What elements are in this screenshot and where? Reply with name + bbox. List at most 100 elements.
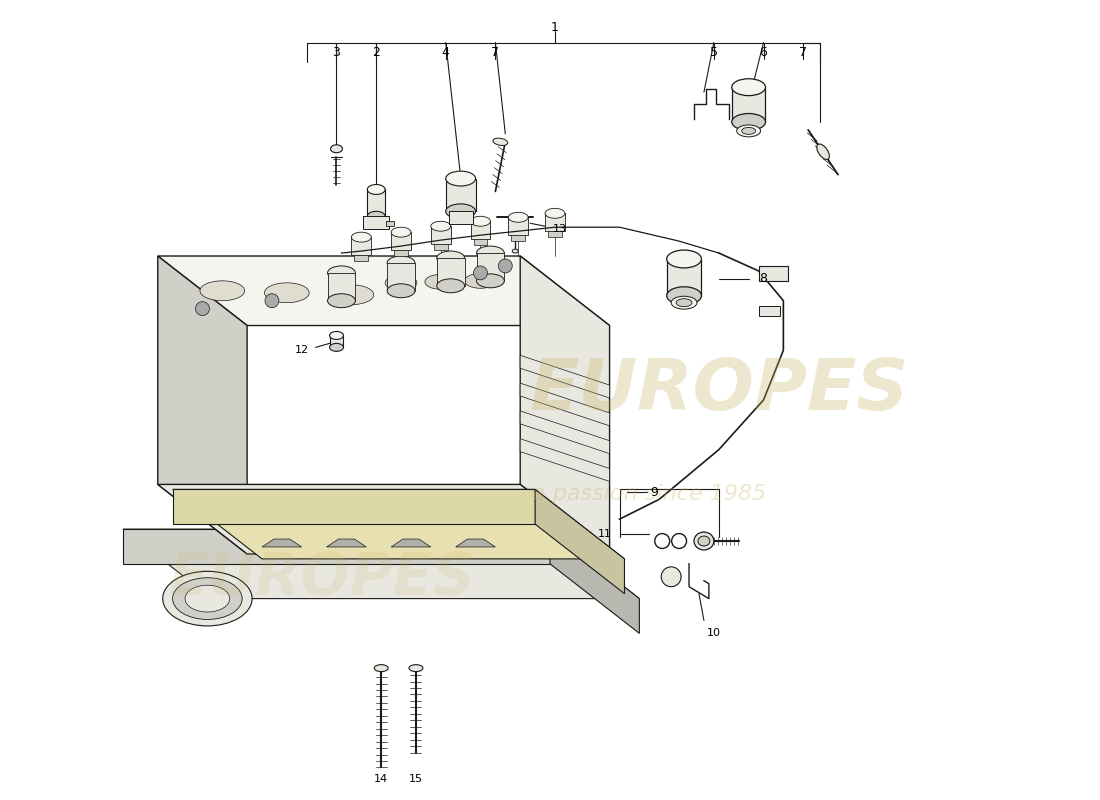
Polygon shape: [520, 411, 609, 454]
Ellipse shape: [446, 204, 475, 218]
Text: 4: 4: [442, 46, 450, 59]
Ellipse shape: [329, 285, 374, 305]
Polygon shape: [327, 539, 366, 547]
Polygon shape: [759, 306, 780, 315]
Ellipse shape: [328, 294, 355, 308]
Text: 13: 13: [553, 224, 566, 234]
Ellipse shape: [392, 227, 411, 237]
Ellipse shape: [173, 578, 242, 619]
Polygon shape: [367, 190, 385, 216]
Polygon shape: [328, 273, 355, 301]
Circle shape: [196, 302, 209, 315]
Ellipse shape: [508, 212, 528, 222]
Polygon shape: [262, 539, 301, 547]
Text: 10: 10: [707, 628, 721, 638]
Text: 15: 15: [409, 774, 422, 784]
Ellipse shape: [374, 665, 388, 672]
Ellipse shape: [446, 171, 475, 186]
Ellipse shape: [387, 284, 415, 298]
Ellipse shape: [817, 144, 829, 159]
Polygon shape: [173, 490, 535, 524]
Ellipse shape: [694, 532, 714, 550]
Polygon shape: [667, 259, 702, 296]
Polygon shape: [123, 529, 639, 598]
Polygon shape: [520, 256, 609, 554]
Polygon shape: [433, 244, 448, 250]
Polygon shape: [437, 258, 464, 286]
Ellipse shape: [185, 586, 230, 612]
Text: 8: 8: [759, 272, 768, 286]
Polygon shape: [354, 255, 368, 261]
Polygon shape: [535, 490, 625, 594]
Polygon shape: [330, 335, 343, 347]
Ellipse shape: [330, 145, 342, 153]
Text: EUROPES: EUROPES: [168, 550, 475, 607]
Ellipse shape: [387, 256, 415, 270]
Ellipse shape: [351, 232, 371, 242]
Polygon shape: [431, 226, 451, 244]
Ellipse shape: [676, 298, 692, 306]
Text: 1: 1: [551, 21, 559, 34]
Polygon shape: [520, 438, 609, 482]
Polygon shape: [508, 218, 528, 235]
Polygon shape: [351, 237, 372, 255]
Ellipse shape: [476, 246, 504, 260]
Ellipse shape: [464, 274, 496, 288]
Text: 5: 5: [710, 46, 718, 59]
Ellipse shape: [437, 251, 464, 265]
Polygon shape: [449, 211, 473, 224]
Polygon shape: [476, 253, 504, 281]
Ellipse shape: [425, 274, 456, 290]
Ellipse shape: [667, 250, 702, 268]
Ellipse shape: [264, 283, 309, 302]
Circle shape: [661, 567, 681, 586]
Polygon shape: [520, 383, 609, 426]
Polygon shape: [387, 263, 415, 290]
Polygon shape: [363, 216, 389, 229]
Ellipse shape: [385, 275, 417, 290]
Text: 7: 7: [492, 46, 499, 59]
Polygon shape: [550, 529, 639, 634]
Ellipse shape: [737, 125, 760, 137]
Polygon shape: [157, 485, 609, 554]
Text: 7: 7: [800, 46, 807, 59]
Ellipse shape: [671, 296, 697, 309]
Ellipse shape: [330, 331, 343, 339]
Ellipse shape: [698, 536, 710, 546]
Ellipse shape: [493, 138, 508, 146]
Polygon shape: [157, 256, 248, 554]
Polygon shape: [123, 529, 550, 564]
Ellipse shape: [431, 222, 451, 231]
Ellipse shape: [437, 279, 464, 293]
Ellipse shape: [328, 266, 355, 280]
Polygon shape: [173, 490, 625, 559]
Text: 2: 2: [372, 46, 381, 59]
Ellipse shape: [200, 281, 244, 301]
Ellipse shape: [367, 211, 385, 222]
Ellipse shape: [544, 208, 565, 218]
Ellipse shape: [667, 286, 702, 305]
Circle shape: [265, 294, 279, 308]
Polygon shape: [512, 235, 525, 241]
Text: 6: 6: [760, 46, 768, 59]
Text: EUROPES: EUROPES: [529, 355, 909, 425]
Polygon shape: [732, 87, 766, 122]
Text: 12: 12: [295, 346, 309, 355]
Ellipse shape: [732, 78, 766, 96]
Polygon shape: [392, 539, 431, 547]
Ellipse shape: [330, 343, 343, 351]
Polygon shape: [394, 250, 408, 256]
Ellipse shape: [163, 571, 252, 626]
Polygon shape: [544, 214, 565, 231]
Ellipse shape: [476, 274, 504, 288]
Ellipse shape: [732, 114, 766, 130]
Text: 9: 9: [650, 486, 658, 499]
Text: 11: 11: [597, 529, 612, 539]
Circle shape: [473, 266, 487, 280]
Polygon shape: [548, 231, 562, 237]
Text: 3: 3: [332, 46, 340, 59]
Ellipse shape: [409, 665, 422, 672]
Polygon shape: [759, 266, 789, 281]
Text: a passion since 1985: a passion since 1985: [532, 484, 767, 504]
Polygon shape: [386, 222, 394, 226]
